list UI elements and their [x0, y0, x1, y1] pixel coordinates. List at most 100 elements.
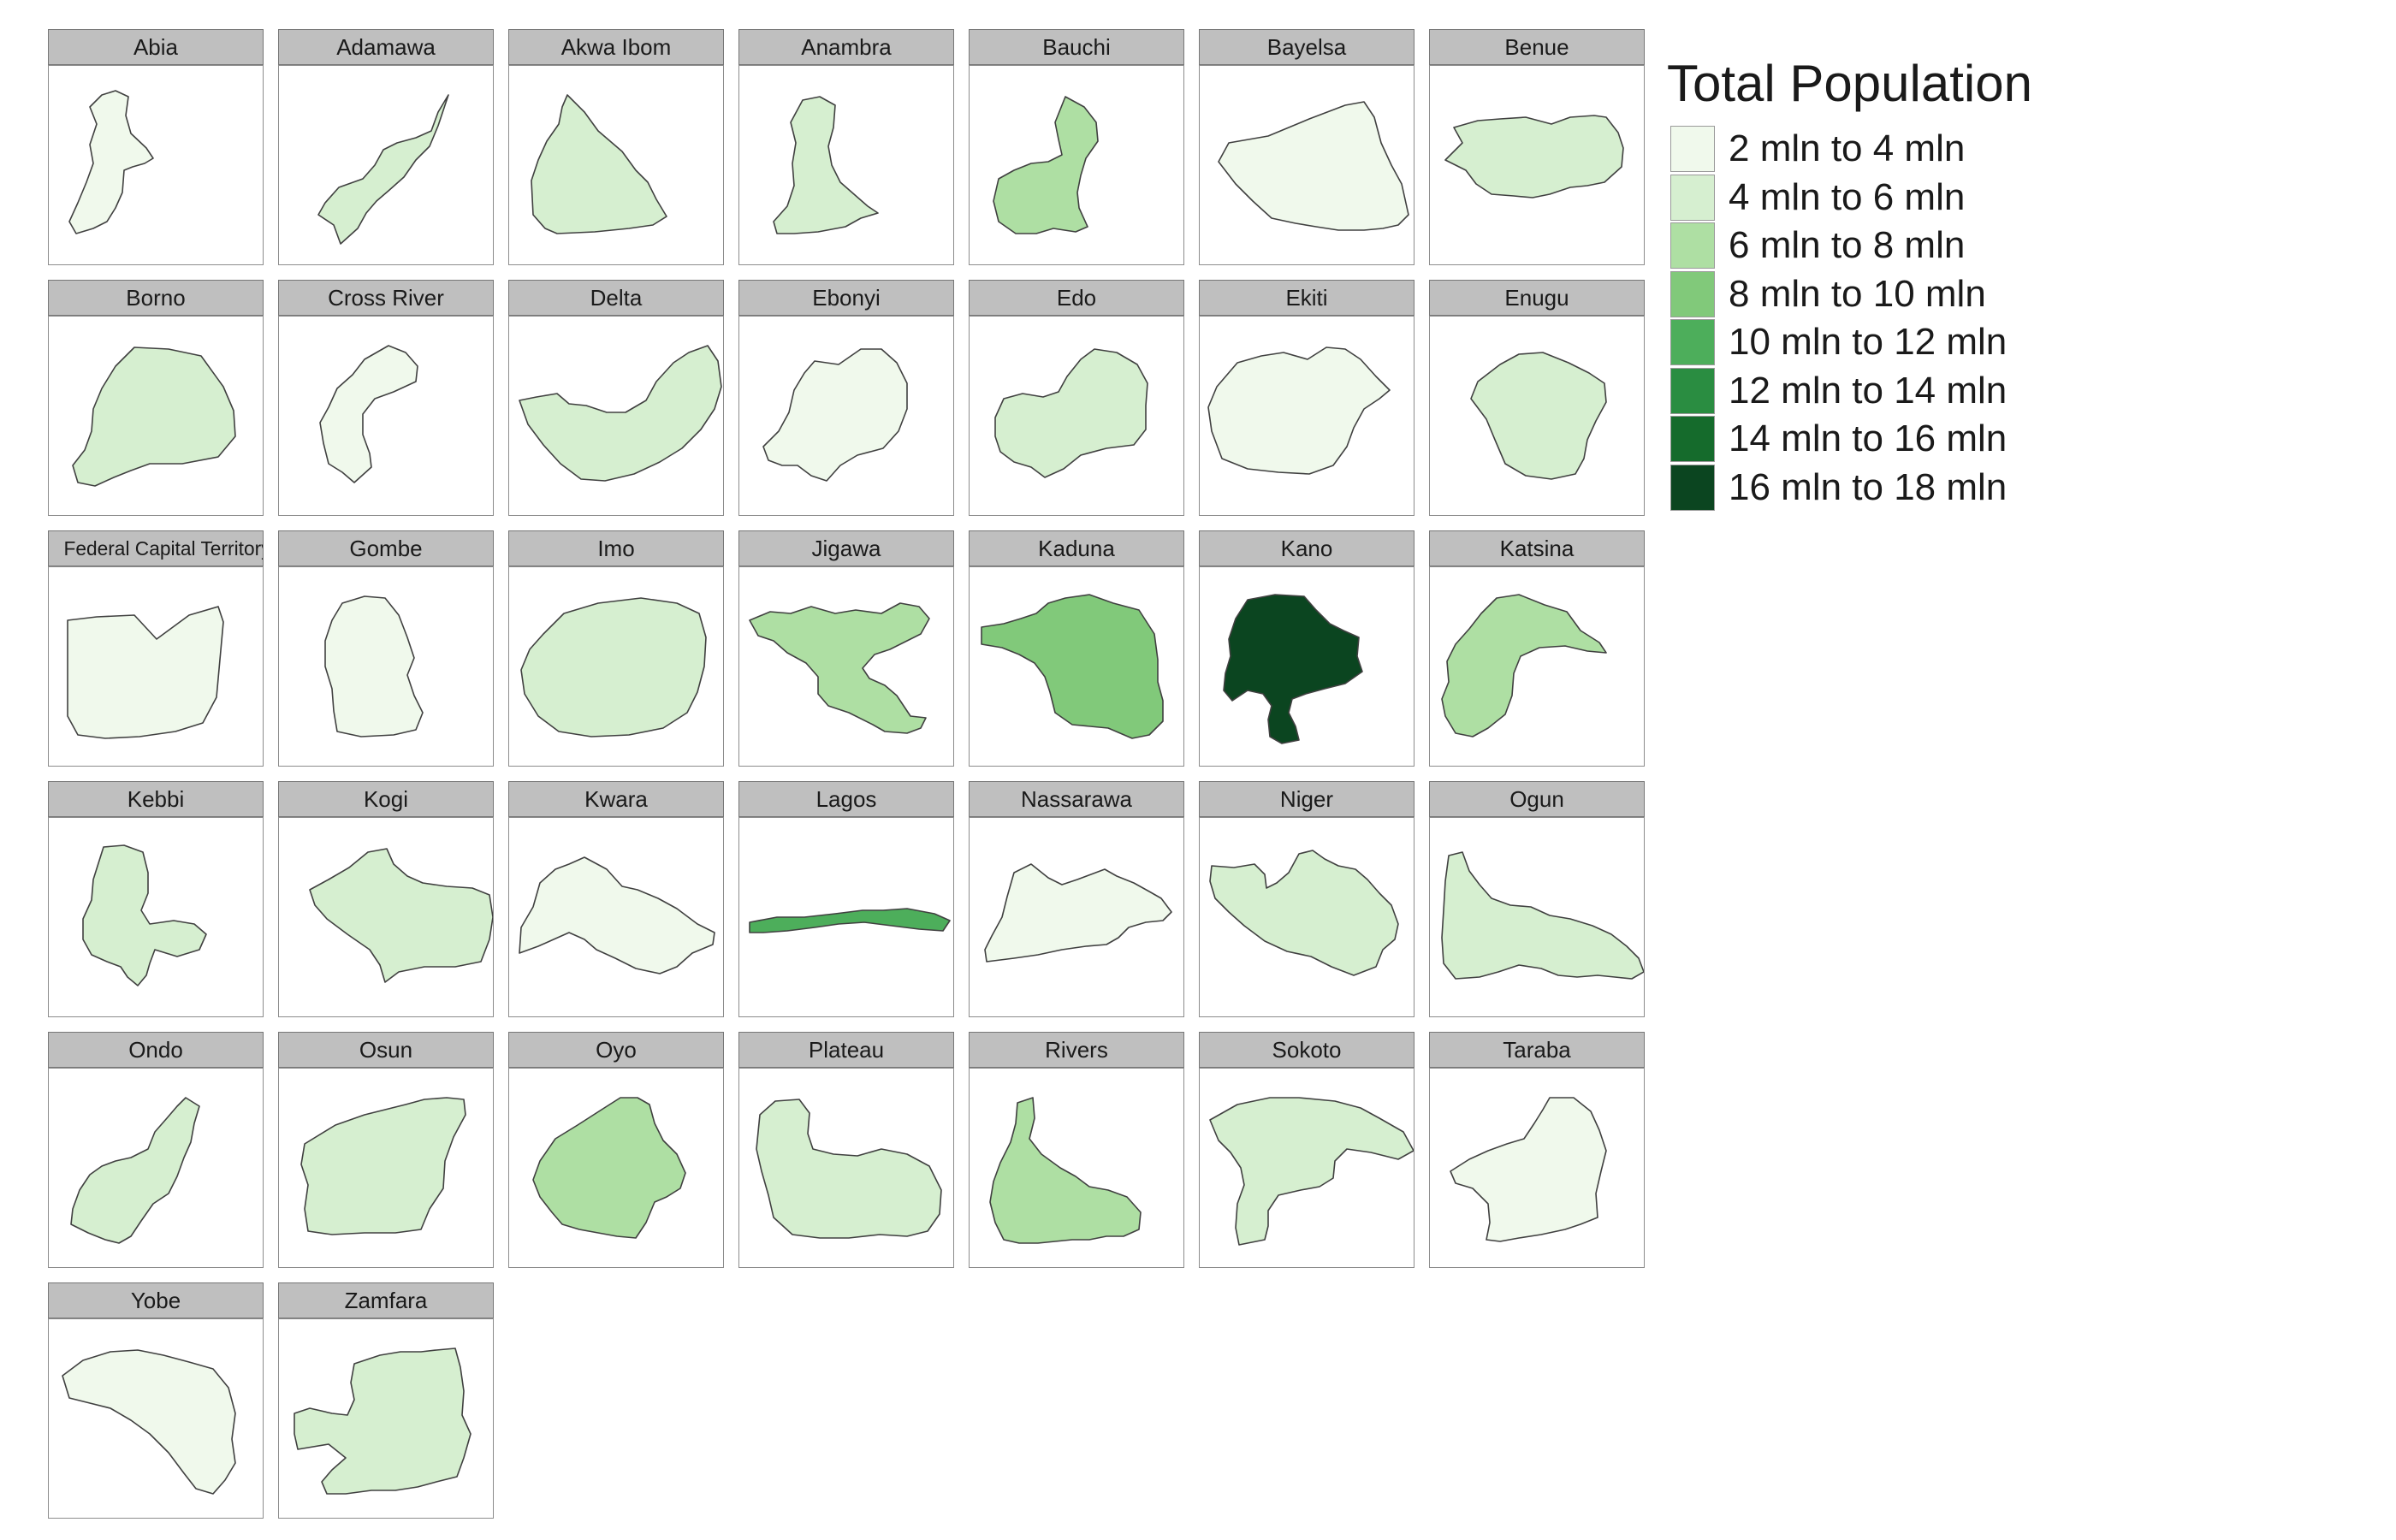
state-map	[324, 595, 424, 737]
state-name-label: Taraba	[1503, 1037, 1571, 1063]
state-facet: Kaduna	[969, 530, 1184, 767]
state-shape	[989, 1097, 1142, 1244]
state-shape	[72, 346, 236, 487]
state-shape	[773, 96, 879, 234]
legend-item: 14 mln to 16 mln	[1667, 415, 2215, 464]
facet-panel	[278, 316, 494, 516]
state-shape	[1218, 101, 1409, 231]
facet-strip: Jigawa	[738, 530, 954, 566]
legend-item: 10 mln to 12 mln	[1667, 318, 2215, 367]
facet-strip: Edo	[969, 280, 1184, 316]
facet-strip: Federal Capital Territory	[48, 530, 264, 566]
state-facet: Osun	[278, 1032, 494, 1268]
facet-panel	[48, 566, 264, 767]
state-map	[749, 908, 951, 933]
state-map	[762, 348, 908, 482]
facet-strip: Nassarawa	[969, 781, 1184, 817]
state-facet: Ogun	[1429, 781, 1645, 1017]
facet-strip: Bayelsa	[1199, 29, 1414, 65]
facet-strip: Cross River	[278, 280, 494, 316]
facet-strip: Kogi	[278, 781, 494, 817]
state-name-label: Cross River	[328, 285, 444, 311]
state-facet: Bauchi	[969, 29, 1184, 265]
facet-strip: Kaduna	[969, 530, 1184, 566]
state-map	[749, 602, 930, 734]
facet-strip: Kebbi	[48, 781, 264, 817]
state-map	[993, 96, 1099, 234]
state-name-label: Kaduna	[1038, 536, 1115, 561]
state-shape	[70, 1097, 200, 1244]
state-map	[1209, 850, 1399, 976]
state-name-label: Federal Capital Territory	[63, 536, 264, 560]
state-shape	[749, 602, 930, 734]
state-map	[520, 597, 707, 737]
state-facet: Federal Capital Territory	[48, 530, 264, 767]
state-facet: Imo	[508, 530, 724, 767]
facet-strip: Benue	[1429, 29, 1645, 65]
facet-panel	[969, 65, 1184, 265]
state-map	[82, 844, 207, 986]
state-facet: Ondo	[48, 1032, 264, 1268]
state-name-label: Adamawa	[336, 34, 436, 60]
legend-swatch	[1670, 416, 1715, 463]
state-map	[1470, 352, 1607, 480]
state-facet-grid: Abia Adamawa Akwa Ibom Anambra Bauchi Bayelsa…	[48, 29, 1645, 1519]
facet-panel	[508, 817, 724, 1017]
state-facet: Yobe	[48, 1282, 264, 1519]
state-name-label: Ekiti	[1285, 285, 1328, 311]
facet-strip: Anambra	[738, 29, 954, 65]
facet-panel	[969, 817, 1184, 1017]
facet-panel	[738, 566, 954, 767]
facet-strip: Oyo	[508, 1032, 724, 1068]
facet-panel	[1429, 65, 1645, 265]
facet-strip: Borno	[48, 280, 264, 316]
state-shape	[984, 863, 1172, 962]
facet-strip: Ekiti	[1199, 280, 1414, 316]
facet-panel	[278, 566, 494, 767]
facet-panel	[1429, 566, 1645, 767]
state-facet: Oyo	[508, 1032, 724, 1268]
state-name-label: Gombe	[349, 536, 423, 561]
state-facet: Benue	[1429, 29, 1645, 265]
state-name-label: Osun	[359, 1037, 413, 1063]
state-map	[1218, 101, 1409, 231]
state-map	[1207, 346, 1391, 475]
facet-panel	[1199, 566, 1414, 767]
state-name-label: Ondo	[128, 1037, 183, 1063]
population-legend: Total Population 2 mln to 4 mln 4 mln to …	[1667, 50, 2215, 512]
facet-panel	[1199, 1068, 1414, 1268]
facet-strip: Niger	[1199, 781, 1414, 817]
state-map	[519, 345, 722, 482]
state-shape	[1209, 850, 1399, 976]
state-name-label: Niger	[1279, 786, 1334, 812]
state-shape	[762, 348, 908, 482]
facet-strip: Taraba	[1429, 1032, 1645, 1068]
facet-panel	[1429, 316, 1645, 516]
state-name-label: Yobe	[130, 1288, 181, 1313]
state-map	[531, 94, 667, 234]
state-name-label: Rivers	[1045, 1037, 1108, 1063]
facet-panel	[1429, 1068, 1645, 1268]
state-shape	[82, 844, 207, 986]
state-shape	[309, 848, 493, 983]
state-map	[994, 348, 1148, 478]
state-map	[532, 1097, 686, 1239]
state-name-label: Bayelsa	[1266, 34, 1347, 60]
facet-panel	[738, 1068, 954, 1268]
state-map	[68, 90, 154, 234]
state-facet: Edo	[969, 280, 1184, 516]
state-name-label: Anambra	[801, 34, 892, 60]
state-shape	[324, 595, 424, 737]
state-shape	[994, 348, 1148, 478]
state-shape	[294, 1348, 471, 1495]
state-facet: Delta	[508, 280, 724, 516]
state-map	[67, 606, 224, 739]
legend-swatch	[1670, 367, 1715, 414]
state-name-label: Kwara	[584, 786, 648, 812]
state-map	[1223, 594, 1363, 744]
state-map	[309, 848, 493, 983]
state-name-label: Edo	[1056, 285, 1097, 311]
legend-label: 14 mln to 16 mln	[1729, 418, 2008, 460]
facet-panel	[969, 316, 1184, 516]
state-facet: Niger	[1199, 781, 1414, 1017]
